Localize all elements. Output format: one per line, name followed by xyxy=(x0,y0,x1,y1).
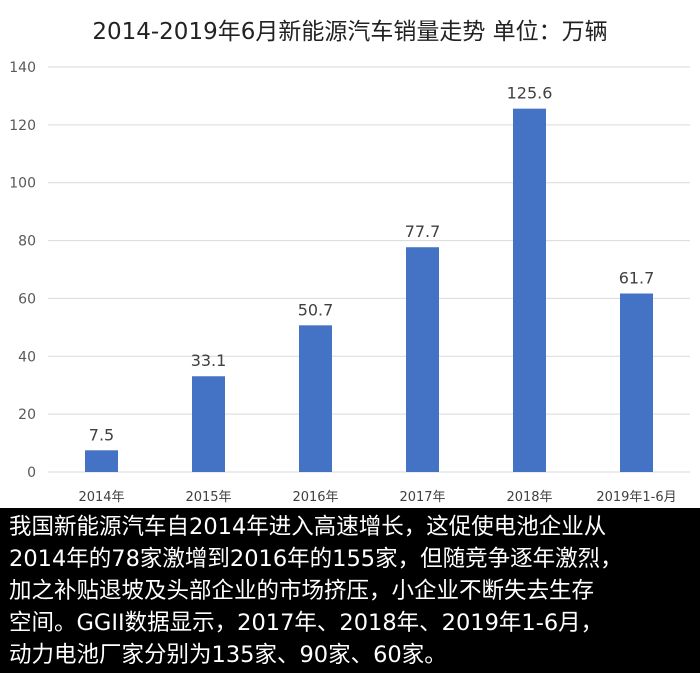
y-tick-label: 100 xyxy=(9,176,36,192)
data-label: 50.7 xyxy=(298,300,334,319)
bar xyxy=(85,450,118,472)
category-label: 2014年 xyxy=(78,490,124,505)
y-tick-label: 60 xyxy=(18,291,36,307)
bar xyxy=(299,325,332,472)
y-tick-label: 0 xyxy=(27,465,36,481)
category-label: 2015年 xyxy=(185,490,231,505)
y-tick-label: 140 xyxy=(9,60,36,76)
data-label: 125.6 xyxy=(507,84,553,103)
y-tick-label: 120 xyxy=(9,118,36,134)
category-label: 2018年 xyxy=(506,490,552,505)
bar-chart: 2014-2019年6月新能源汽车销量走势 单位：万辆 0 20 40 60 80 100… xyxy=(9,19,690,505)
data-label: 61.7 xyxy=(619,269,655,288)
data-label: 7.5 xyxy=(89,425,114,444)
chart-svg: 0 20 40 60 80 100 120 140 7.5 2014年 33.1 2015年 50.7 2… xyxy=(9,60,690,505)
bar xyxy=(406,247,439,472)
caption-line: 2014年的78家激增到2016年的155家，但随竞争逐年激烈， xyxy=(9,546,623,572)
y-tick-label: 80 xyxy=(18,234,36,250)
data-label: 77.7 xyxy=(405,222,441,241)
caption-box: 我国新能源汽车自2014年进入高速增长，这促使电池企业从 2014年的78家激增… xyxy=(0,508,700,673)
category-label: 2019年1-6月 xyxy=(596,490,676,505)
caption-line: 我国新能源汽车自2014年进入高速增长，这促使电池企业从 xyxy=(9,514,607,540)
caption-line: 加之补贴退坡及头部企业的市场挤压，小企业不断失去生存 xyxy=(9,578,595,604)
y-tick-label: 40 xyxy=(18,349,36,365)
caption-line: 空间。GGII数据显示，2017年、2018年、2019年1-6月， xyxy=(9,610,604,636)
data-label: 33.1 xyxy=(191,351,227,370)
bar xyxy=(192,376,225,472)
caption-line: 动力电池厂家分别为135家、90家、60家。 xyxy=(9,642,447,668)
chart-title: 2014-2019年6月新能源汽车销量走势 单位：万辆 xyxy=(92,19,608,45)
bar xyxy=(620,293,653,472)
category-label: 2016年 xyxy=(292,490,338,505)
bar xyxy=(513,108,546,473)
category-label: 2017年 xyxy=(399,490,445,505)
y-tick-label: 20 xyxy=(18,407,36,423)
